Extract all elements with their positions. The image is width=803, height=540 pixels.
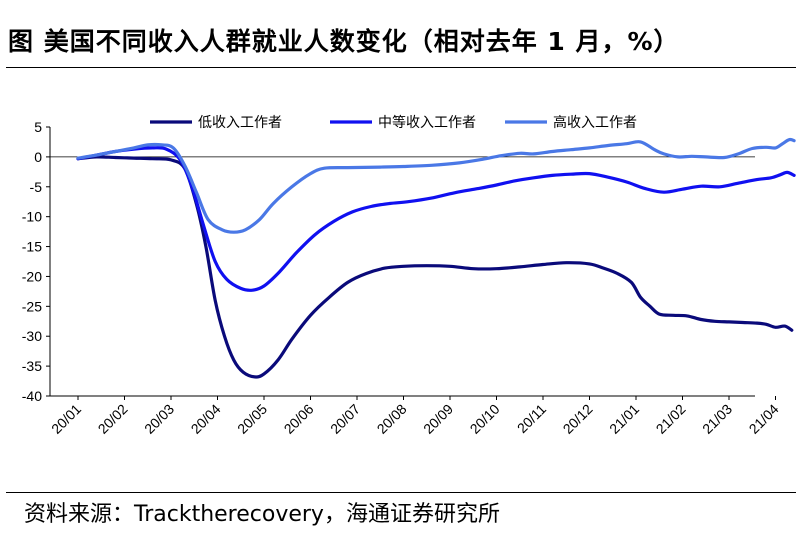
y-tick-label: 0 [34,149,42,165]
y-tick-label: -20 [22,268,42,284]
x-tick-label: 20/05 [234,401,270,437]
series-line-3 [76,137,796,234]
series-lines [76,137,796,379]
y-tick-label: -25 [22,298,42,314]
x-tick-label: 20/01 [48,401,84,437]
legend: 低收入工作者 中等收入工作者 高收入工作者 [150,114,637,131]
y-tick-label: -15 [22,239,42,255]
legend-label: 高收入工作者 [553,114,637,131]
y-tick-label: 5 [34,119,42,135]
y-tick-label: -40 [22,388,42,404]
x-tick-label: 21/04 [746,401,782,437]
x-tick-label: 20/06 [281,401,317,437]
chart-title: 图 美国不同收入人群就业人数变化（相对去年 1 月，%） [8,27,680,56]
x-tick-label: 20/10 [467,401,503,437]
y-tick-label: -10 [22,209,42,225]
x-tick-label: 20/12 [560,401,596,437]
title-divider [6,67,796,68]
x-tick-label: 21/03 [699,401,735,437]
x-tick-label: 20/03 [141,401,177,437]
legend-label: 中等收入工作者 [378,114,476,131]
x-tick-label: 20/04 [188,401,224,437]
source-note: 资料来源：Tracktherecovery，海通证券研究所 [24,502,500,527]
x-tick-label: 21/02 [653,401,689,437]
x-tick-label: 20/09 [420,401,456,437]
x-tick-label: 20/07 [327,401,363,437]
source-divider [6,492,796,493]
series-line-1 [76,155,794,379]
y-tick-label: -35 [22,358,42,374]
x-tick-label: 20/02 [95,401,131,437]
x-tick-label: 20/11 [514,401,550,437]
x-tick-label: 20/08 [374,401,410,437]
legend-label: 低收入工作者 [198,115,282,131]
y-tick-label: -5 [30,179,43,195]
x-tick-label: 21/01 [606,401,642,437]
series-line-2 [76,146,796,292]
y-tick-label: -30 [22,328,42,344]
